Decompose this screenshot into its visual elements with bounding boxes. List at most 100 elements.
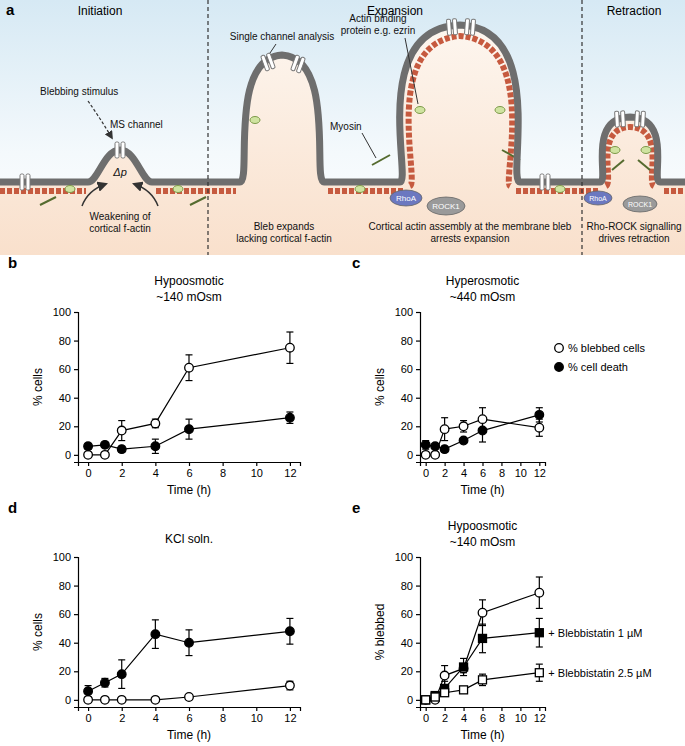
y-axis-line (74, 558, 79, 708)
error-cap (441, 665, 448, 666)
error-cap (85, 685, 92, 686)
series-line (88, 348, 290, 455)
error-cap (441, 681, 448, 682)
x-tick: 12 (284, 707, 296, 724)
rock1-label: ROCK1 (628, 201, 652, 208)
cortical-assembly-text: Cortical actin assembly at the membrane … (369, 221, 572, 244)
x-tick: 6 (480, 462, 486, 479)
data-point (422, 696, 430, 704)
y-tick-mark (74, 455, 78, 456)
y-tick-label: 60 (59, 363, 71, 375)
stage-title: Initiation (78, 4, 123, 18)
y-tick-label: 20 (59, 420, 71, 432)
data-point (478, 415, 487, 424)
myosin (190, 197, 206, 205)
x-tick-mark (463, 707, 464, 711)
series-line (88, 418, 290, 449)
error-cap (441, 440, 448, 441)
error-cap (186, 629, 193, 630)
y-tick-label: 60 (59, 608, 71, 620)
data-point (117, 670, 126, 679)
x-tick: 6 (186, 707, 192, 724)
data-point (84, 687, 93, 696)
error-cap (286, 411, 293, 412)
x-tick: 10 (515, 462, 527, 479)
x-tick-mark (520, 462, 521, 466)
ezrin (250, 117, 260, 124)
actin-binding-text: Actin bindingprotein e.g. ezrin (341, 13, 416, 36)
series-end-label: + Blebbistatin 1 µM (548, 627, 642, 639)
x-tick-mark (223, 707, 224, 711)
rock1-label: ROCK1 (432, 202, 460, 211)
x-tick: 12 (284, 462, 296, 479)
ms-channel (635, 111, 646, 128)
diagram-panel: RhoAROCK1RhoAROCK1aInitiationExpansionRe… (0, 0, 685, 255)
x-tick-label: 2 (442, 467, 448, 479)
data-point (421, 451, 430, 460)
y-tick-mark (74, 700, 78, 701)
data-point (117, 696, 126, 705)
x-tick-mark (501, 707, 502, 711)
y-tick: 80 (59, 335, 78, 347)
y-tick-label: 40 (401, 392, 413, 404)
x-tick: 2 (442, 707, 448, 724)
x-axis: 024681012 (79, 462, 301, 479)
ezrin (173, 186, 183, 193)
y-tick-mark (74, 398, 78, 399)
error-cap (536, 576, 543, 577)
series-line (426, 415, 540, 449)
y-axis: 020406080100 (53, 306, 79, 462)
ms-channel (615, 111, 626, 128)
legend-label: % cell death (568, 361, 628, 373)
x-tick-label: 12 (534, 467, 546, 479)
y-axis-line (416, 558, 421, 708)
y-tick-label: 40 (59, 392, 71, 404)
data-point (151, 630, 160, 639)
x-tick-label: 0 (423, 467, 429, 479)
rhoa-label: RhoA (589, 195, 607, 202)
x-tick-label: 10 (251, 712, 263, 724)
pointer-line (362, 133, 376, 158)
data-point (286, 343, 295, 352)
ms-channel (464, 19, 475, 36)
y-tick-label: 0 (407, 694, 413, 706)
y-tick-label: 100 (395, 551, 413, 563)
legend-label: % blebbed cells (568, 342, 646, 354)
pointer-line (405, 38, 418, 104)
error-cap (536, 618, 543, 619)
error-cap (286, 618, 293, 619)
cortical-actin (606, 127, 654, 186)
x-tick: 4 (153, 707, 159, 724)
ezrin (415, 107, 425, 114)
ms-channel-subunit (635, 111, 640, 127)
y-axis: 020406080100 (395, 551, 421, 707)
y-tick-mark (416, 455, 420, 456)
error-cap (152, 439, 159, 440)
data-point (440, 671, 449, 680)
error-cap (536, 421, 543, 422)
error-cap (536, 646, 543, 647)
data-point (151, 442, 160, 451)
stage-title: Retraction (607, 4, 662, 18)
x-axis-title: Time (h) (460, 728, 504, 742)
y-tick-mark (416, 585, 420, 586)
ms-channel-subunit (546, 174, 550, 190)
data-point (440, 425, 449, 434)
x-tick-label: 4 (461, 712, 467, 724)
error-cap (118, 659, 125, 660)
y-tick: 100 (395, 306, 420, 318)
y-tick: 100 (53, 306, 78, 318)
x-tick: 4 (153, 462, 159, 479)
x-axis-title: Time (h) (460, 483, 504, 497)
series-line (426, 593, 540, 700)
x-tick-label: 10 (515, 467, 527, 479)
error-cap (460, 675, 467, 676)
x-tick: 2 (119, 462, 125, 479)
x-tick-mark (223, 462, 224, 466)
error-cap (186, 655, 193, 656)
cortical-actin (664, 188, 685, 194)
x-tick-label: 8 (499, 712, 505, 724)
extracellular-background (0, 0, 685, 255)
x-tick-label: 0 (423, 712, 429, 724)
error-cap (118, 420, 125, 421)
